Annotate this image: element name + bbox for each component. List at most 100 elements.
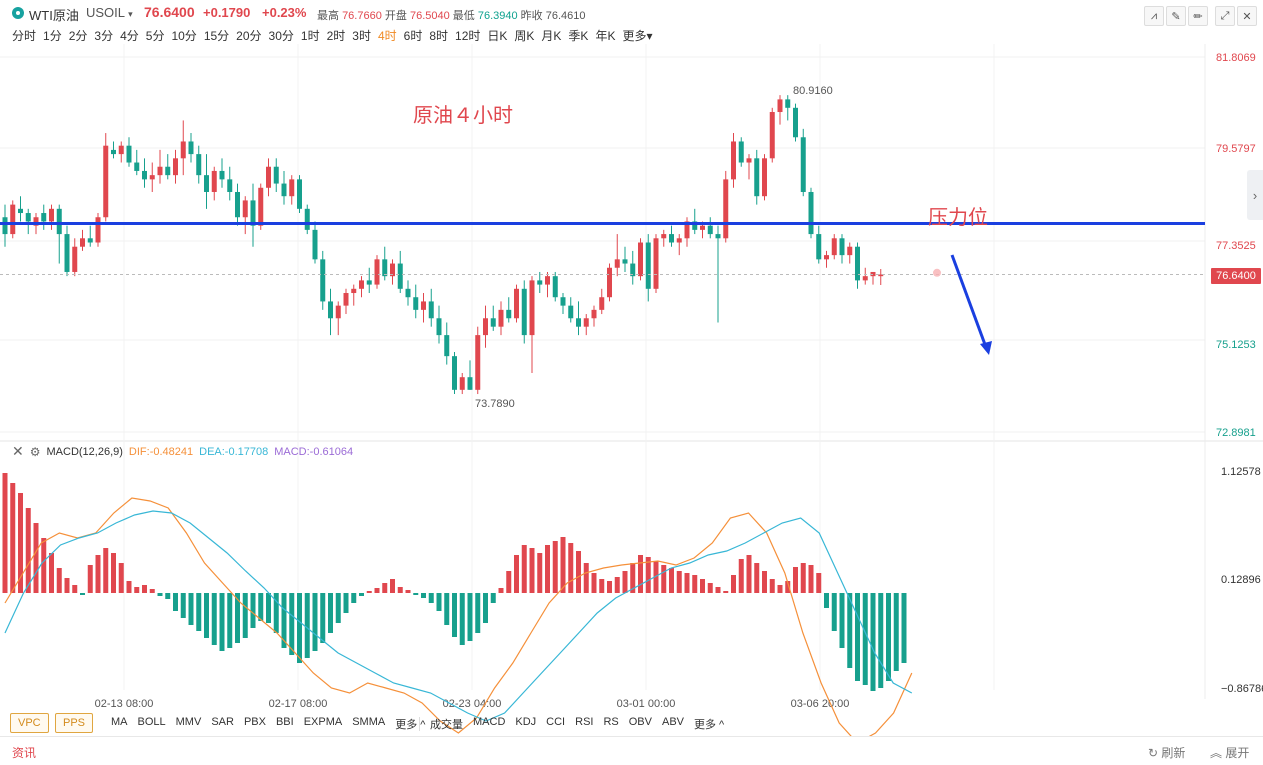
indicator-item[interactable]: 成交量 <box>430 719 463 731</box>
macd-histogram-bar <box>421 593 426 598</box>
indicator-item[interactable]: MMV <box>175 716 202 728</box>
macd-histogram-bar <box>428 593 434 603</box>
macd-histogram-bar <box>56 568 62 593</box>
close-indicator-icon[interactable]: ✕ <box>12 443 24 459</box>
candle-body <box>242 200 248 218</box>
settings-gear-icon[interactable]: ⚙ <box>29 444 41 459</box>
macd-histogram-bar <box>901 593 907 663</box>
candle-body <box>149 175 155 180</box>
time-axis-label: 02-13 08:00 <box>95 698 154 710</box>
indicator-item[interactable]: 更多 ^ <box>694 719 725 731</box>
close-button[interactable]: ✕ <box>1237 6 1257 26</box>
news-tab[interactable]: 资讯 <box>12 746 37 760</box>
macd-histogram-bar <box>382 583 388 593</box>
macd-histogram-bar <box>498 588 504 593</box>
indicator-item[interactable]: MACD <box>473 716 506 728</box>
period-tab[interactable]: 3分 <box>94 29 114 43</box>
fullscreen-button[interactable]: ⤢ <box>1215 6 1235 26</box>
indicator-item[interactable]: CCI <box>546 716 566 728</box>
period-tab[interactable]: 6时 <box>403 29 423 43</box>
indicator-item[interactable]: BBI <box>275 716 294 728</box>
macd-histogram-bar <box>746 555 752 593</box>
indicator-item[interactable]: SAR <box>211 716 234 728</box>
macd-histogram-bar <box>366 591 372 593</box>
candle-body <box>545 276 550 285</box>
macd-histogram-bar <box>359 593 364 596</box>
candle-body <box>684 221 690 239</box>
refresh-button[interactable]: ↻ 刷新 <box>1148 744 1185 761</box>
chevron-down-icon: ▾ <box>128 9 133 19</box>
period-tab[interactable]: 分时 <box>12 29 37 43</box>
indicator-tag-vpc[interactable]: VPC <box>10 713 49 733</box>
period-tab[interactable]: 1分 <box>43 29 62 43</box>
indicator-item[interactable]: SMMA <box>352 716 386 728</box>
indicator-item[interactable]: RSI <box>575 716 594 728</box>
period-tab[interactable]: 20分 <box>236 29 262 43</box>
period-tab[interactable]: 更多▾ <box>622 29 653 43</box>
candle-body <box>614 259 620 268</box>
macd-histogram-bar <box>886 593 891 681</box>
indicator-item[interactable]: BOLL <box>137 716 166 728</box>
macd-histogram-bar <box>157 593 163 596</box>
macd-histogram-bar <box>630 563 636 593</box>
macd-histogram-bar <box>165 593 171 599</box>
period-tab[interactable]: 15分 <box>203 29 230 43</box>
candle-body <box>552 276 558 298</box>
candle-body <box>165 166 171 176</box>
macd-histogram-bar <box>173 593 178 611</box>
current-price-tag: 76.6400 <box>1211 268 1261 284</box>
macd-histogram-bar <box>281 593 287 648</box>
last-price: 76.6400 <box>144 4 195 20</box>
indicator-item[interactable]: RS <box>603 716 619 728</box>
open-label: 开盘 <box>384 10 407 22</box>
price-axis-label: 75.1253 <box>1216 339 1256 351</box>
period-tab[interactable]: 8时 <box>429 29 449 43</box>
macd-histogram-bar <box>707 583 713 593</box>
indicator-item[interactable]: PBX <box>243 716 266 728</box>
symbol-selector[interactable]: USOIL ▾ <box>86 5 133 20</box>
candle-body <box>196 154 202 176</box>
macd-axis-label: −0.86786 <box>1221 683 1263 695</box>
period-tab[interactable]: 日K <box>487 29 508 43</box>
period-tab[interactable]: 3时 <box>352 29 371 43</box>
period-tab[interactable]: 2分 <box>68 29 88 43</box>
period-tab[interactable]: 30分 <box>268 29 294 43</box>
period-tab[interactable]: 4时 <box>377 29 397 43</box>
period-tab[interactable]: 12时 <box>455 29 481 43</box>
indicator-item[interactable]: EXPMA <box>303 716 343 728</box>
indicator-item[interactable]: OBV <box>628 716 652 728</box>
indicator-item[interactable]: ABV <box>661 716 684 728</box>
candlestick-chart[interactable]: 81.8069 79.5797 77.3525 75.1253 72.8981 1.125… <box>0 44 1263 744</box>
candle-body <box>576 318 581 327</box>
period-tab[interactable]: 1时 <box>300 29 320 43</box>
period-tab[interactable]: 月K <box>541 29 562 43</box>
macd-histogram-bar <box>731 575 736 593</box>
price-change: +0.1790 <box>203 5 251 20</box>
brush-tool-button[interactable]: ✎ <box>1166 6 1186 26</box>
indicator-item[interactable]: MA <box>111 716 128 728</box>
macd-histogram-bar <box>545 545 550 593</box>
macd-histogram-bar <box>483 593 488 623</box>
macd-histogram-bar <box>118 563 124 593</box>
period-tab[interactable]: 2时 <box>326 29 346 43</box>
period-tab[interactable]: 10分 <box>171 29 197 43</box>
period-tab[interactable]: 周K <box>514 29 535 43</box>
indicator-tag-pps[interactable]: PPS <box>55 713 94 733</box>
low-label: 最低 <box>452 10 475 22</box>
macd-histogram-bar <box>242 593 248 638</box>
edit-tool-button[interactable]: ✏ <box>1188 6 1208 26</box>
macd-histogram-bar <box>800 563 806 593</box>
indicator-item[interactable]: 更多 ^ <box>395 719 426 731</box>
period-tab[interactable]: 5分 <box>145 29 165 43</box>
period-tab[interactable]: 4分 <box>120 29 139 43</box>
expand-button[interactable]: ︽ 展开 <box>1210 744 1249 761</box>
drawing-tool-button[interactable]: ⩘ <box>1144 6 1164 26</box>
indicator-item[interactable]: KDJ <box>515 716 537 728</box>
period-tab[interactable]: 年K <box>595 29 616 43</box>
candle-body <box>715 234 721 239</box>
macd-histogram-bar <box>304 593 310 658</box>
candle-body <box>297 179 302 209</box>
time-axis-label: 03-06 20:00 <box>791 698 850 710</box>
side-panel-toggle[interactable]: › <box>1247 170 1263 220</box>
period-tab[interactable]: 季K <box>568 29 589 43</box>
